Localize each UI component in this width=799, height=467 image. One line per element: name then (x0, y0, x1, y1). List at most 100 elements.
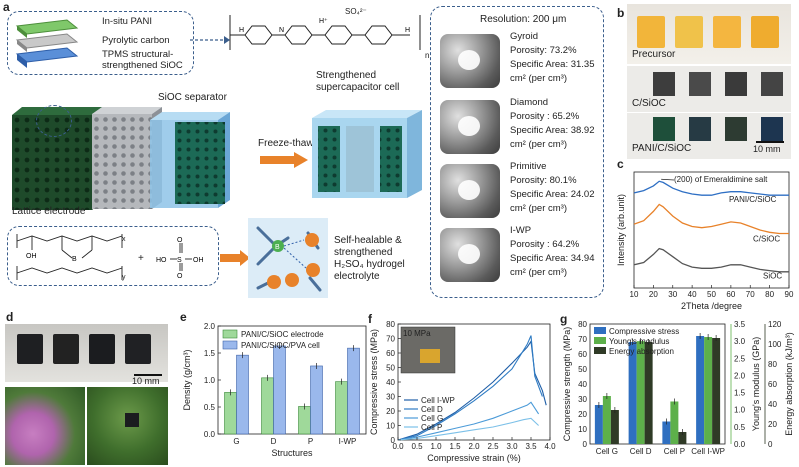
dashed-arrow-to-structure (190, 36, 230, 44)
x-tick-label: 0.0 (392, 442, 404, 451)
x-tick-label: Cell D (630, 447, 652, 456)
photo-b-scale-label: 10 mm (753, 144, 781, 154)
legend-swatch (594, 337, 606, 344)
property-bar (602, 396, 611, 444)
left-tick-label: 0 (583, 440, 588, 449)
tpms-area-unit: cm² (per cm³) (510, 203, 567, 214)
x-tick-label: 2.0 (468, 442, 480, 451)
svg-text:H⁺: H⁺ (319, 18, 328, 25)
b-node-label: B (275, 244, 280, 251)
panel-label-c: c (617, 157, 624, 171)
tpms-porosity: Porosity: 73.2% (510, 45, 577, 56)
y-tick-label: 10 (386, 422, 395, 431)
x-tick-label: I-WP (339, 437, 357, 446)
tpms-pore-shape (458, 50, 480, 70)
inset-sample (420, 349, 440, 363)
y-tick-label: 20 (386, 407, 395, 416)
x-tick-label: 10 (630, 290, 639, 299)
legend-swatch (222, 329, 238, 339)
y-tick-label: 70 (386, 335, 395, 344)
svg-text:O: O (177, 273, 183, 280)
legend-swatch (594, 347, 606, 354)
tpms-structure-render (440, 164, 500, 218)
layer-carbon-label: Pyrolytic carbon (102, 35, 170, 46)
mid-tick-label: 2.0 (734, 371, 746, 380)
self-heal-line-1: Self-healable & (334, 235, 402, 246)
tpms-pore-shape (458, 116, 480, 136)
tpms-specific-area: Specific Area: 38.92 (510, 125, 595, 136)
property-bar (696, 336, 705, 444)
x-tick-label: 3.0 (506, 442, 518, 451)
x-tick-label: 60 (726, 290, 735, 299)
y-tick-label: 80 (386, 320, 395, 329)
self-heal-line-4: electrolyte (334, 271, 380, 282)
xrd-chart: PANI/C/SiOC C/SiOC SiOC (200) of Emeraldimi… (616, 171, 794, 311)
x-tick-label: 1.0 (430, 442, 442, 451)
layer-sioc-label: TPMS structural-strengthened SiOC (102, 49, 183, 71)
density-chart: G D P I-WP 0.0 0.5 1.0 1.5 2.0 PANI/C/SiOC electr… (182, 322, 367, 458)
stress-strain-line (397, 401, 540, 441)
tpms-structure-name: Diamond (510, 97, 549, 108)
svg-text:HO: HO (156, 257, 167, 264)
legend-label: PANI/C/SiOC electrode (241, 330, 324, 339)
tpms-structure-render (440, 100, 500, 154)
legend-label: Cell P (421, 423, 442, 432)
layer-legend-box (7, 11, 194, 75)
x-tick-label: 40 (688, 290, 697, 299)
property-bar (704, 337, 713, 444)
tpms-area-unit: cm² (per cm³) (510, 139, 567, 150)
photo-leaves (87, 387, 168, 465)
stress-strain-line (397, 339, 547, 441)
xrd-series-line (633, 180, 789, 196)
panel-label-f: f (368, 312, 372, 326)
y-tick-label: 0.5 (204, 403, 216, 412)
tpms-structure-entry: Diamond Porosity : 65.2% Specific Area: 38… (436, 96, 598, 158)
photo-csioc (627, 66, 791, 112)
mid-tick-label: 1.0 (734, 406, 746, 415)
y-tick-label: 60 (386, 349, 395, 358)
pani-chemical-structure: H N H⁺ H (229, 15, 421, 50)
freeze-thaw-arrow (260, 152, 308, 168)
x-tick-label: 50 (707, 290, 716, 299)
tpms-structure-entry: Primitive Porosity: 80.1% Specific Area: 2… (436, 160, 598, 222)
self-heal-line-3: H₂SO₄ hydrogel (334, 259, 405, 270)
mid-tick-label: 0.5 (734, 423, 746, 432)
y-axis-label: Density (g/cm³) (182, 349, 192, 410)
property-bar (636, 341, 645, 444)
legend-label: PANI/C/SiOC/PVA cell (241, 341, 320, 350)
so4-label: SO₄²⁻ (345, 7, 367, 16)
svg-text:O: O (177, 237, 183, 244)
photo-precursor (627, 4, 791, 64)
sulfuric-acid-structure: S O O HO OH (156, 237, 204, 280)
tpms-specific-area: Specific Area: 31.35 (510, 59, 595, 70)
y-tick-label: 1.5 (204, 349, 216, 358)
mid-tick-label: 0.0 (734, 440, 746, 449)
density-bar (273, 345, 286, 435)
y-tick-label: 0 (391, 436, 396, 445)
tpms-porosity: Porosity : 64.2% (510, 239, 580, 250)
x-axis-label: Compressive strain (%) (427, 453, 521, 463)
y-axis-label: Compressive stress (MPa) (369, 329, 379, 435)
chemistry-arrow (220, 250, 250, 266)
photo-d-scale-label: 10 mm (132, 376, 160, 386)
tpms-specific-area: Specific Area: 24.02 (510, 189, 595, 200)
x-tick-label: 0.5 (411, 442, 423, 451)
inset-label: 10 MPa (403, 329, 431, 338)
strengthened-cell-label: Strengthened supercapacitor cell (316, 70, 421, 93)
x-tick-label: 70 (746, 290, 755, 299)
panel-label-g: g (560, 312, 568, 326)
right-axis-label: Energy absorption (kJ/m³) (784, 332, 794, 436)
layer-pani-label: In-situ PANI (102, 16, 152, 27)
mid-tick-label: 3.5 (734, 320, 746, 329)
csioc-photo-label: C/SiOC (632, 98, 666, 109)
tpms-structure-entry: I-WP Porosity : 64.2% Specific Area: 34.94… (436, 224, 598, 286)
assembled-cell-graphic (312, 110, 422, 198)
x-tick-label: 30 (668, 290, 677, 299)
property-bar (594, 405, 603, 444)
x-tick-label: Cell I-WP (691, 447, 725, 456)
x-axis-label: Structures (271, 448, 313, 458)
right-tick-label: 100 (768, 340, 782, 349)
right-tick-label: 40 (768, 400, 777, 409)
separator-label: SiOC separator (158, 92, 227, 103)
xrd-series-label: SiOC (763, 271, 782, 280)
